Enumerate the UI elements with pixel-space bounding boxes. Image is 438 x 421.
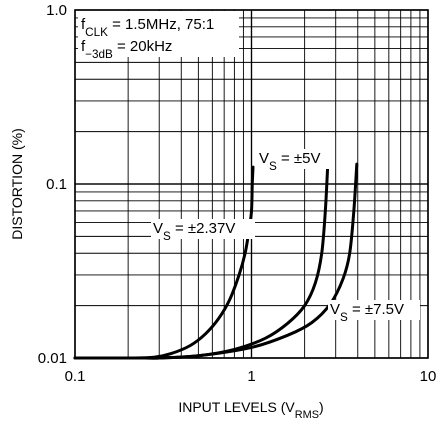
series-label-0: VS = ±2.37V	[153, 220, 235, 243]
series-labels: VS = ±2.37V VS = ±5V VS = ±7.5V	[151, 149, 420, 324]
series-label-bg	[257, 149, 333, 169]
series-line-0	[73, 165, 255, 360]
y-tick-label: 1.0	[46, 2, 67, 19]
y-tick-label: 0.01	[38, 350, 67, 367]
x-tick-label: 10	[420, 368, 437, 385]
y-tick-label: 0.1	[46, 176, 67, 193]
series-label-1: VS = ±5V	[259, 150, 321, 173]
y-axis-title: DISTORTION (%)	[9, 128, 25, 240]
annotation-f3db: f−3dB = 20kHz	[81, 38, 172, 61]
x-tick-label: 0.1	[65, 368, 86, 385]
x-axis-title: INPUT LEVELS (VRMS)	[178, 399, 323, 421]
series-label-bg	[151, 219, 255, 239]
plot-frame	[74, 9, 429, 359]
annotations: fCLK = 1.5MHz, 75:1f−3dB = 20kHz	[78, 11, 239, 61]
annotation-fclk: fCLK = 1.5MHz, 75:1	[81, 16, 214, 39]
x-tick-label: 1	[247, 368, 255, 385]
series-label-2: VS = ±7.5V	[330, 301, 404, 324]
series-label-bg	[328, 300, 420, 320]
annotation-bg	[78, 11, 239, 57]
series-group	[73, 162, 359, 360]
series-line-1	[73, 165, 330, 360]
series-line-2	[73, 162, 359, 360]
